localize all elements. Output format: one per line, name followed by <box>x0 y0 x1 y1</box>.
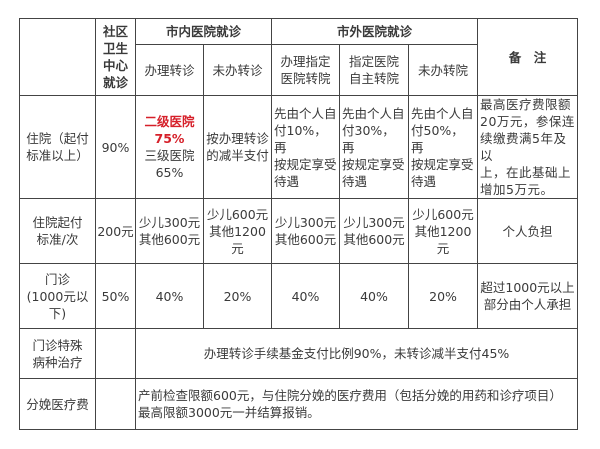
subheader-out-designated-self: 指定医院 自主转院 <box>339 44 410 96</box>
highlight-line: 二级医院 <box>144 114 195 129</box>
cell-line: 其他600元 <box>138 232 201 247</box>
label-line: 住院（起付 <box>26 131 89 146</box>
cell-line: 其他1200元 <box>209 223 266 256</box>
header-line: 社区 <box>102 24 128 39</box>
label-line: 标准/次 <box>36 232 79 247</box>
label-line: (1000元以下) <box>26 288 89 321</box>
cell-merged: 办理转诊手续基金支付比例90%，未转诊减半支付45% <box>134 328 579 379</box>
subheader-line: 办理指定 <box>280 54 331 69</box>
cell-in-referral: 40% <box>135 263 204 329</box>
cell-line: 超过1000元以上 <box>480 280 575 295</box>
table-row: 分娩医疗费 产前检查限额600元，与住院分娩的医疗费用（包括分娩的用药和诊疗项目… <box>19 378 579 430</box>
cell-line: 按办理转诊 <box>206 131 269 146</box>
label-line: 住院起付 <box>32 215 83 230</box>
header-community-center: 社区 卫生 中心 就诊 <box>95 18 136 96</box>
cell-line: 待遇 <box>411 173 437 189</box>
cell-line: 少儿300元 <box>138 215 201 230</box>
cell-out-designated-self: 先由个人自 付30%，再 按规定享受 待遇 <box>339 95 410 199</box>
label-line: 门诊特殊 <box>32 337 83 353</box>
cell-line: 少儿600元 <box>206 206 269 222</box>
table-row: 门诊 (1000元以下) 50% 40% 20% 40% 40% 20% 超过1… <box>19 263 579 329</box>
label-line: 标准以上） <box>26 148 89 163</box>
cell-line: 先由个人自 <box>274 105 337 121</box>
cell-line: 按规定享受 <box>342 156 405 172</box>
subheader-out-designated-referral: 办理指定 医院转院 <box>271 44 341 96</box>
subheader-out-no-referral: 未办转院 <box>408 44 479 96</box>
cell-remarks: 最高医疗费限额 20万元，参保连 续缴费满5年及以 上，在此基础上 增加5万元。 <box>477 95 579 199</box>
cell-out-no-referral: 20% <box>408 263 479 329</box>
cell-out-designated-self: 40% <box>339 263 410 329</box>
cell-community: 50% <box>95 263 136 329</box>
cell-line: 先由个人自 <box>342 105 405 121</box>
cell-line: 产前检查限额600元，与住院分娩的医疗费用（包括分娩的用药和诊疗项目） <box>138 388 562 403</box>
cell-line: 其他600元 <box>343 232 405 247</box>
header-in-city: 市内医院就诊 <box>134 18 273 45</box>
cell-line: 65% <box>155 165 184 180</box>
cell-line: 按规定享受 <box>411 156 474 172</box>
highlight-line: 75% <box>154 131 185 146</box>
cell-line: 少儿300元 <box>274 215 337 230</box>
cell-line: 上，在此基础上 <box>480 165 572 180</box>
medical-insurance-table: 社区 卫生 中心 就诊 市内医院就诊 市外医院就诊 备 注 办理转诊 未办转诊 … <box>19 18 579 430</box>
header-out-city: 市外医院就诊 <box>271 18 479 45</box>
row-label: 住院（起付 标准以上） <box>19 95 96 199</box>
cell-line: 付50%，再 <box>411 122 464 155</box>
cell-out-designated-referral: 40% <box>271 263 341 329</box>
cell-line: 最高限额3000元一并结算报销。 <box>138 405 320 420</box>
cell-line: 先由个人自 <box>411 105 474 121</box>
cell-out-no-referral: 少儿600元 其他1200元 <box>408 198 479 264</box>
header-line: 就诊 <box>102 75 128 90</box>
cell-community <box>95 328 136 379</box>
header-remarks: 备 注 <box>477 18 579 96</box>
cell-line: 最高医疗费限额 <box>480 97 572 112</box>
header-line: 卫生 <box>102 41 128 56</box>
cell-line: 付30%，再 <box>342 122 395 155</box>
cell-out-no-referral: 先由个人自 付50%，再 按规定享受 待遇 <box>408 95 479 199</box>
subheader-line: 自主转院 <box>349 71 400 86</box>
cell-line: 续缴费满5年及以 <box>480 131 567 163</box>
cell-line: 的减半支付 <box>206 148 269 163</box>
table-row: 住院（起付 标准以上） 90% 二级医院 75% 三级医院 65% 按办理转诊 … <box>19 95 579 199</box>
cell-line: 三级医院 <box>144 148 195 163</box>
cell-in-no-referral: 少儿600元 其他1200元 <box>202 198 273 264</box>
cell-in-no-referral: 20% <box>202 263 273 329</box>
cell-out-designated-referral: 少儿300元 其他600元 <box>271 198 341 264</box>
row-label: 分娩医疗费 <box>19 378 96 430</box>
cell-line: 少儿300元 <box>343 215 405 230</box>
cell-line: 少儿600元 <box>412 206 474 222</box>
table-row: 住院起付 标准/次 200元 少儿300元 其他600元 少儿600元 其他12… <box>19 198 579 264</box>
cell-line: 部分由个人承担 <box>483 297 572 312</box>
subheader-line: 指定医院 <box>349 54 400 69</box>
subheader-in-city-no-referral: 未办转诊 <box>202 44 273 96</box>
cell-remarks: 个人负担 <box>477 198 579 264</box>
cell-community <box>95 378 136 430</box>
cell-remarks: 超过1000元以上 部分由个人承担 <box>477 263 579 329</box>
cell-line: 其他1200元 <box>414 223 472 256</box>
cell-community: 90% <box>95 95 136 199</box>
cell-line: 待遇 <box>274 173 300 189</box>
cell-out-designated-self: 少儿300元 其他600元 <box>339 198 410 264</box>
cell-in-referral: 少儿300元 其他600元 <box>135 198 204 264</box>
subheader-in-city-referral: 办理转诊 <box>135 44 204 96</box>
subheader-line: 医院转院 <box>280 71 331 86</box>
cell-line: 按规定享受 <box>274 156 337 172</box>
cell-line: 20万元，参保连 <box>480 114 575 129</box>
header-line: 中心 <box>102 58 128 73</box>
table-row: 门诊特殊 病种治疗 办理转诊手续基金支付比例90%，未转诊减半支付45% <box>19 328 579 379</box>
row-label: 门诊 (1000元以下) <box>19 263 96 329</box>
cell-merged: 产前检查限额600元，与住院分娩的医疗费用（包括分娩的用药和诊疗项目） 最高限额… <box>134 378 579 430</box>
cell-line: 其他600元 <box>274 232 337 247</box>
label-line: 门诊 <box>44 271 70 287</box>
label-line: 病种治疗 <box>32 354 83 370</box>
row-label: 门诊特殊 病种治疗 <box>19 328 96 379</box>
cell-in-referral: 二级医院 75% 三级医院 65% <box>135 95 204 199</box>
cell-line: 增加5万元。 <box>480 182 554 197</box>
cell-in-no-referral: 按办理转诊 的减半支付 <box>202 95 273 199</box>
cell-line: 付10%，再 <box>274 122 327 155</box>
cell-community: 200元 <box>95 198 136 264</box>
row-label: 住院起付 标准/次 <box>19 198 96 264</box>
corner-cell <box>19 18 96 96</box>
cell-line: 待遇 <box>342 173 368 189</box>
cell-out-designated-referral: 先由个人自 付10%，再 按规定享受 待遇 <box>271 95 341 199</box>
